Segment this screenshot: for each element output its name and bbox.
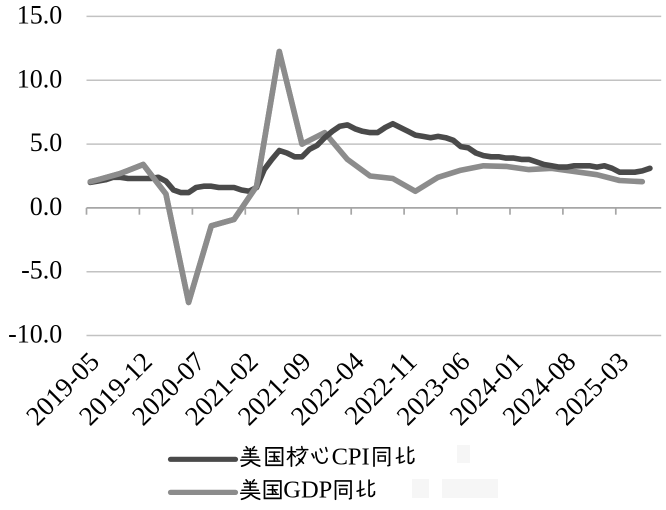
svg-text:15.0: 15.0 <box>17 0 63 29</box>
svg-text:5.0: 5.0 <box>30 128 63 157</box>
svg-text:-5.0: -5.0 <box>21 256 62 285</box>
svg-text:GDP: GDP <box>283 476 332 503</box>
svg-text:0.0: 0.0 <box>30 192 63 221</box>
svg-text:-10.0: -10.0 <box>8 320 62 349</box>
svg-text:CPI: CPI <box>332 443 370 470</box>
svg-text:10.0: 10.0 <box>17 64 63 93</box>
